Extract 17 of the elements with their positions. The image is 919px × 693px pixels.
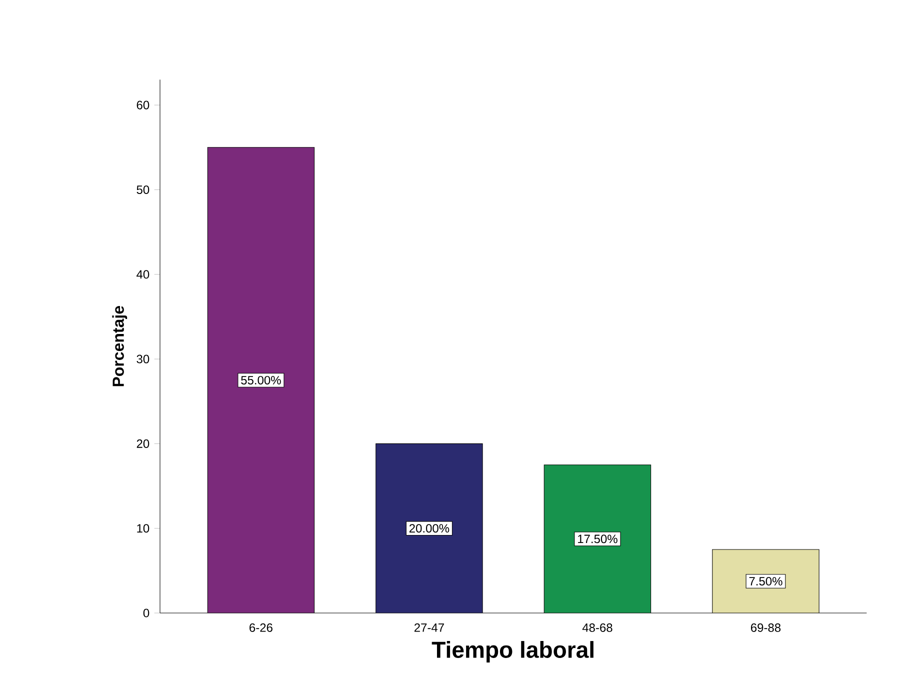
y-tick-label: 60 [136,100,150,110]
y-tick-label: 30 [136,354,150,364]
data-label: 7.50% [749,577,782,586]
x-axis-title: Tiempo laboral [432,641,594,663]
y-tick-label: 40 [136,270,150,279]
x-tick-label: 48-68 [582,623,612,632]
x-tick-label: 69-88 [750,623,781,632]
y-tick-label: 10 [137,524,150,533]
y-axis-title: Porcentaje [112,306,128,386]
x-tick-label: 6-26 [250,623,272,632]
data-label: 17.50% [578,534,618,544]
y-tick-label: 50 [136,185,150,194]
y-tick-label: 0 [143,608,150,618]
x-tick-label: 27-47 [414,623,444,632]
data-label: 55.00% [241,376,281,384]
data-label: 20.00% [409,524,450,533]
y-tick-label: 20 [136,439,150,448]
